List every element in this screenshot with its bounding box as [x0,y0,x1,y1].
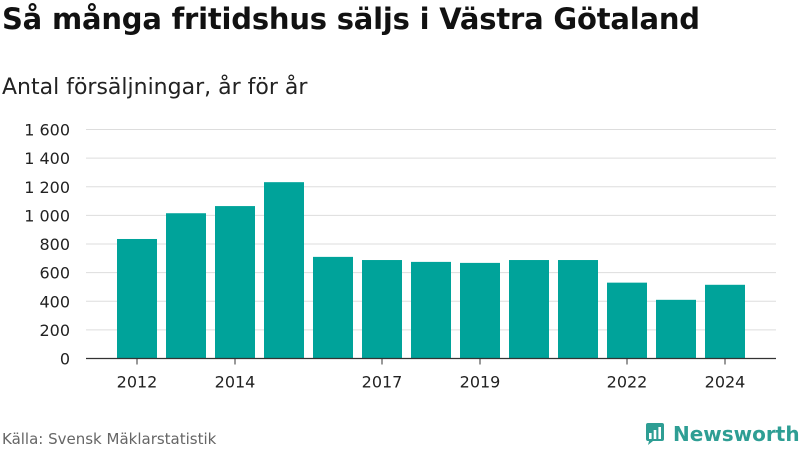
chart-subtitle: Antal försäljningar, år för år [2,75,308,100]
bar [215,206,255,359]
brand-logo[interactable]: Newsworthy [644,420,800,448]
source-note: Källa: Svensk Mäklarstatistik [2,430,217,448]
bar [362,260,402,359]
y-tick-label: 1 200 [24,178,70,197]
x-tick-label: 2019 [460,373,501,392]
bar-chart: 0 200 400 600 800 1 000 1 200 1 400 1 600 2012 201… [24,121,776,392]
y-tick-label: 600 [39,264,70,283]
bar [509,260,549,359]
x-tick-label: 2014 [215,373,256,392]
newsworthy-logo-icon [646,423,664,445]
x-tick-label: 2012 [117,373,158,392]
bar [656,299,696,359]
bar [411,261,451,359]
brand-name: Newsworthy [673,422,800,446]
y-tick-label: 800 [39,235,70,254]
y-tick-label: 200 [39,321,70,340]
y-tick-label: 1 600 [24,121,70,140]
bar [117,238,157,359]
x-tick-label: 2022 [607,373,648,392]
bar [460,262,500,359]
bar [558,260,598,359]
y-tick-label: 0 [60,350,70,369]
bar [607,282,647,359]
bar [313,256,353,359]
bar [264,182,304,359]
y-tick-label: 1 400 [24,149,70,168]
chart-title: Så många fritidshus säljs i Västra Götal… [2,2,700,36]
x-tick-label: 2024 [705,373,746,392]
bar [166,213,206,359]
x-tick-label: 2017 [362,373,403,392]
bar [705,284,745,359]
y-tick-label: 1 000 [24,206,70,225]
y-tick-label: 400 [39,292,70,311]
